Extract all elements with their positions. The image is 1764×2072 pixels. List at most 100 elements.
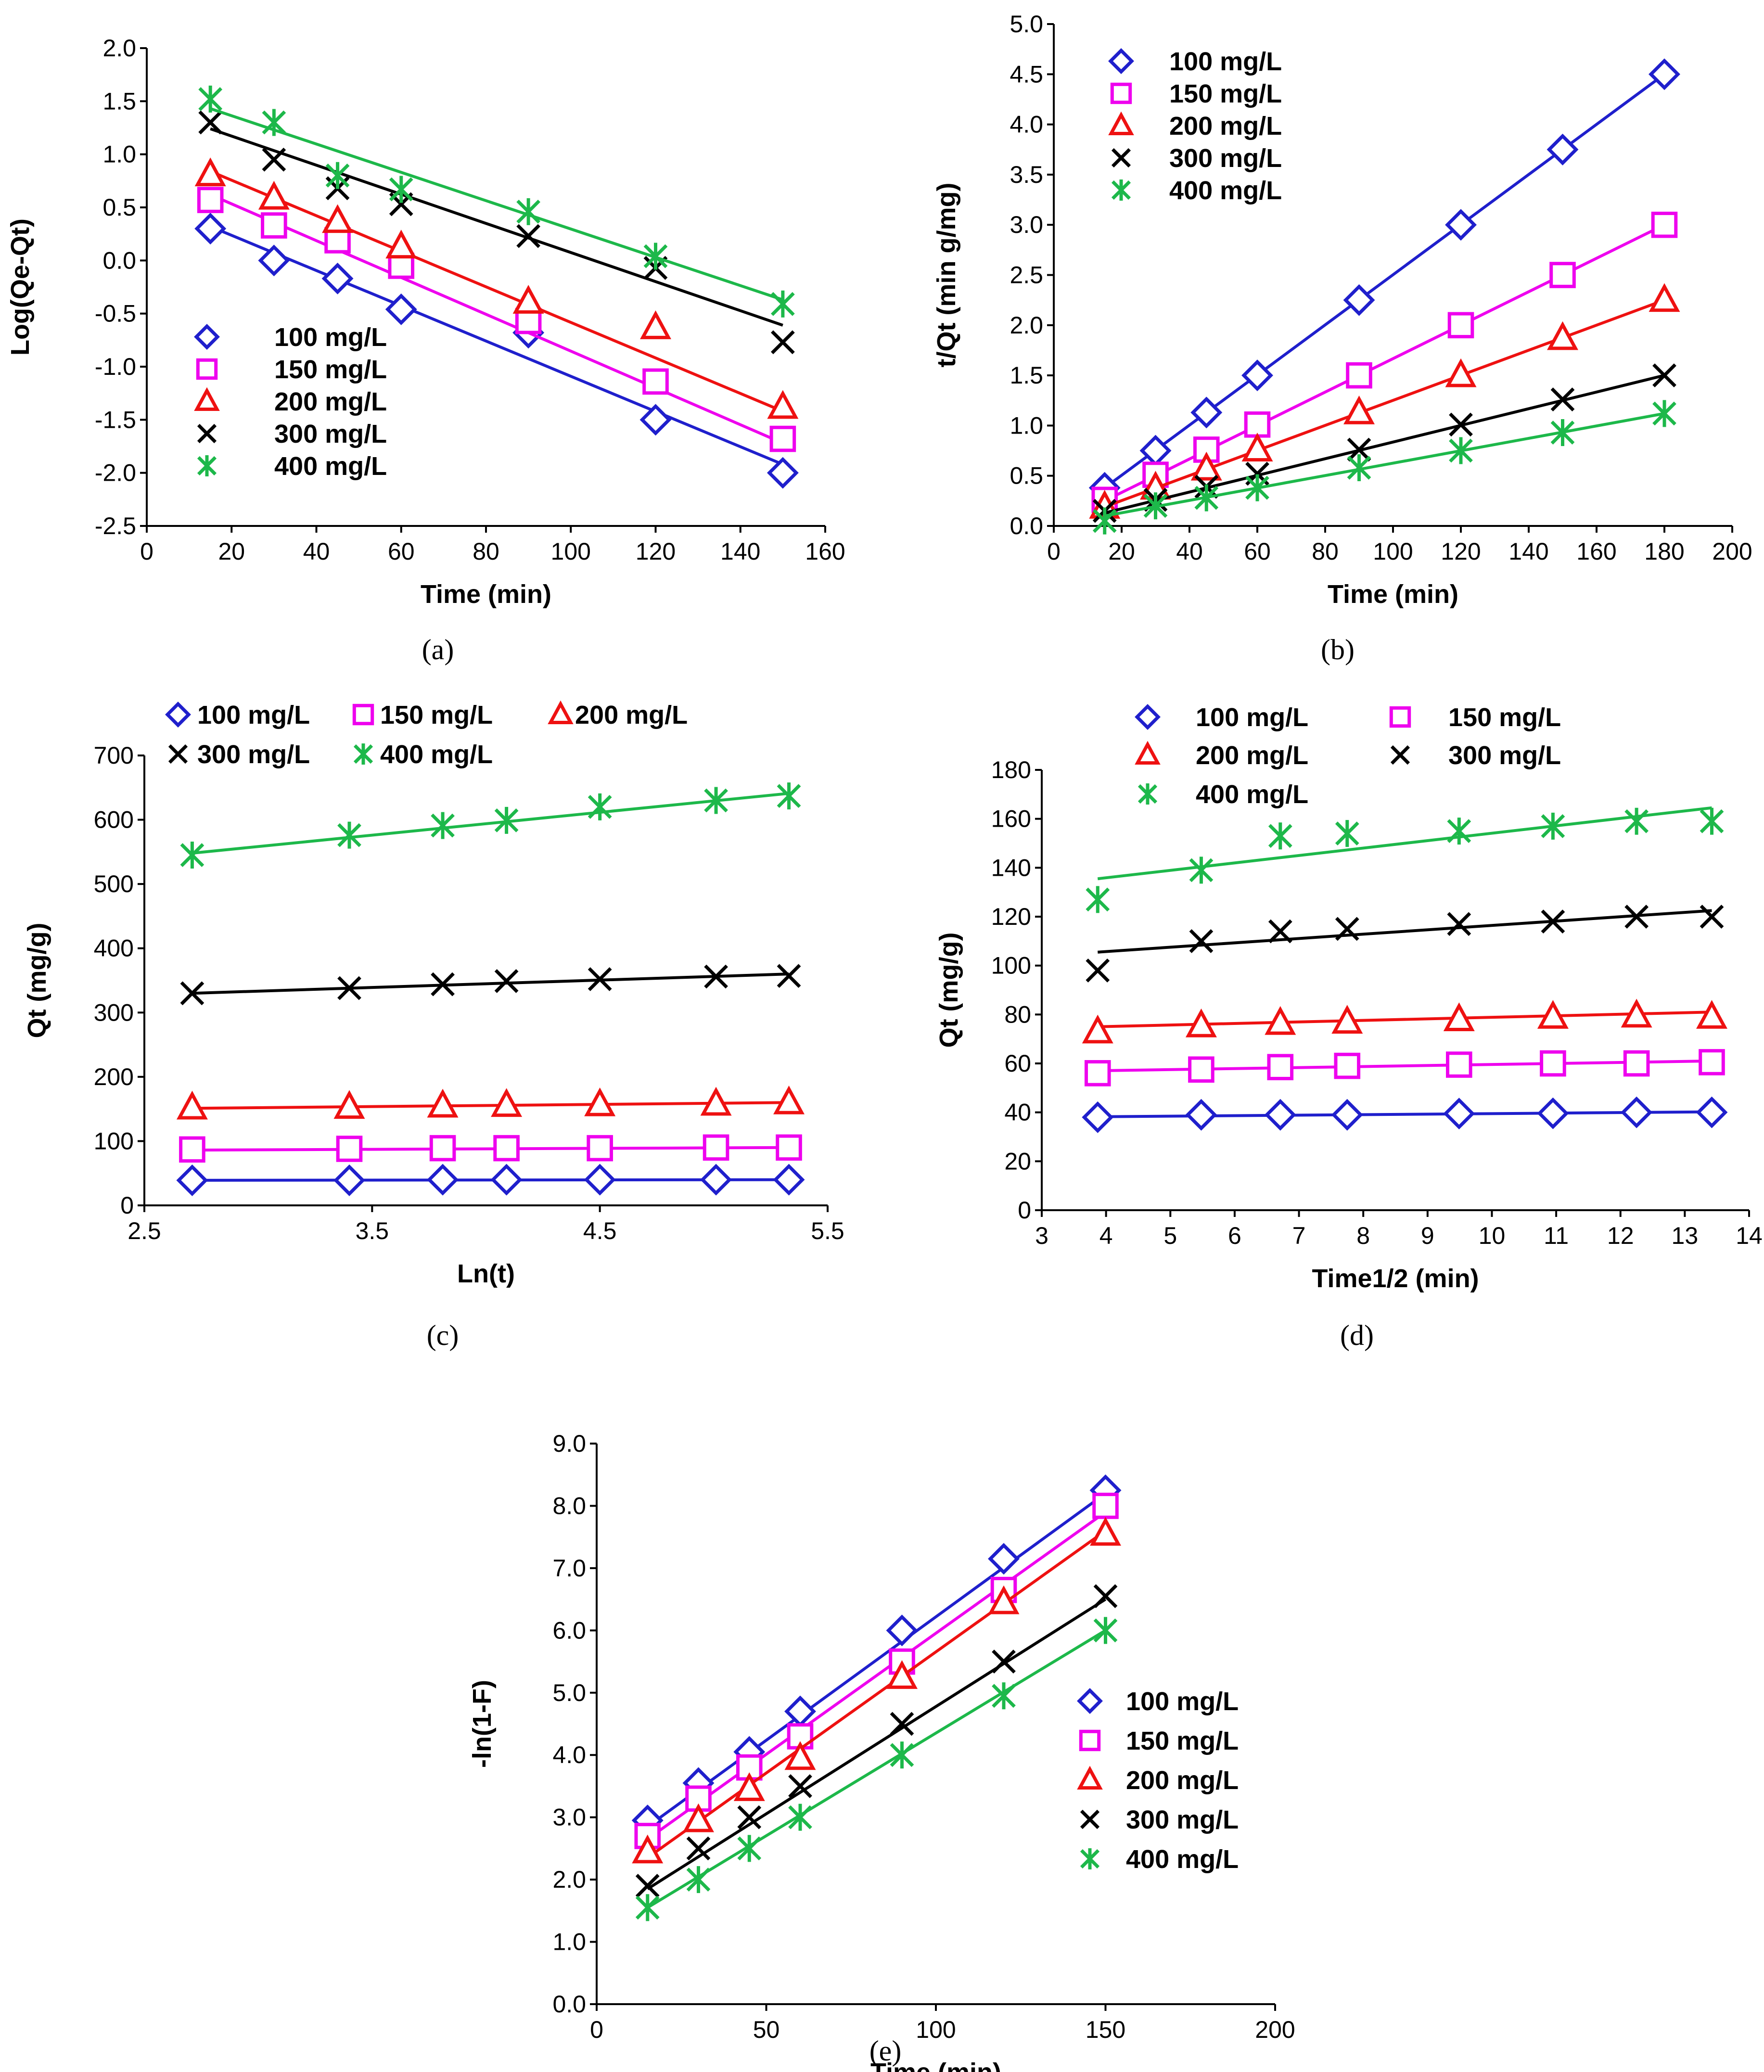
data-point [1445,358,1477,387]
data-point [1090,1517,1121,1546]
y-tick-label: -1.5 [95,406,136,433]
series-c-0 [176,1164,805,1196]
y-tick-label: 120 [991,903,1031,930]
data-point [1347,454,1371,482]
data-point [1537,1000,1569,1029]
data-point [180,842,205,869]
data-point [493,1135,520,1162]
fit-line [192,1101,789,1110]
data-point [1082,1014,1113,1044]
caption-d: (d) [1340,1319,1374,1351]
fit-line [647,1529,1107,1859]
fit-line [647,1510,1107,1841]
data-point [336,1136,363,1162]
y-tick-label: -0.5 [95,300,136,327]
data-point [431,812,455,839]
data-point [886,1614,918,1647]
data-point [886,1660,918,1689]
x-tick-label: 120 [636,538,676,565]
y-tick-label: 9.0 [552,1430,586,1457]
data-point [516,198,541,225]
legend-label: 200 mg/L [1126,1766,1239,1795]
data-point [1185,1099,1217,1131]
caption-e: (e) [869,2035,902,2067]
x-tick-label: 160 [1576,538,1616,565]
fit-line [1104,374,1665,514]
data-point [1143,492,1168,520]
series-d-2 [1082,998,1727,1044]
data-point [1190,396,1223,429]
legend-marker [352,703,374,726]
data-point [258,180,290,210]
data-point [1185,1008,1217,1037]
data-point [988,1585,1020,1614]
x-tick-label: 120 [1441,538,1481,565]
series-e-3 [635,1584,1118,1898]
y-axis-label-c: Qt (mg/g) [23,923,51,1038]
legend-label: 400 mg/L [1126,1845,1239,1874]
series-c-2 [176,1085,805,1120]
y-tick-label: 1.0 [102,141,136,168]
data-point [333,1164,365,1196]
data-point [587,1135,613,1162]
data-point [1547,133,1579,166]
y-tick-label: 60 [1004,1050,1031,1077]
data-point [584,1087,616,1116]
data-point [1092,1493,1119,1519]
y-tick-label: 1.5 [1010,362,1043,389]
y-tick-label: -2.0 [95,460,136,486]
data-point [1093,1617,1118,1644]
legend-label: 400 mg/L [380,740,493,769]
data-point [1541,909,1565,934]
legend-label: 400 mg/L [1169,176,1282,205]
data-point [1086,886,1110,913]
y-tick-label: 3.0 [552,1804,586,1831]
y-tick-label: 6.0 [552,1617,586,1644]
data-point [992,1650,1016,1674]
legend-label: 200 mg/L [575,701,688,729]
fit-line [192,792,789,855]
data-point [194,213,227,245]
x-tick-label: 150 [1086,2016,1125,2043]
data-point [1447,312,1474,339]
y-tick-label: 0.0 [552,1991,586,2018]
x-tick-label: 40 [303,538,330,565]
data-point [431,972,455,997]
caption-b: (b) [1321,634,1355,665]
data-point [1700,807,1724,835]
data-point [784,1741,816,1770]
legend-label: 400 mg/L [1196,780,1308,809]
data-point [427,1088,459,1118]
x-tick-label: 14 [1736,1222,1763,1249]
data-point [1624,807,1649,835]
legend-c: 100 mg/L 150 mg/L 200 mg/L 300 mg/L 400 mg/L [165,700,688,769]
data-point [1540,1050,1566,1077]
data-point [1550,387,1575,412]
chart-panel-b: 0.0 0.5 1.0 1.5 2.0 2.5 3.0 3.5 4.0 4.5 5.0 0 20 40 60… [932,11,1752,665]
y-tick-label: 5.0 [552,1679,586,1706]
data-point [1189,857,1214,884]
data-point [1446,1051,1472,1078]
data-point [773,1164,805,1196]
series-b-0 [1088,58,1680,504]
fit-line [647,1598,1107,1891]
fit-line [210,170,784,413]
data-point [1624,905,1649,929]
data-point [1335,917,1359,941]
y-tick-label: 2.0 [102,35,136,62]
series-d-1 [1084,1049,1725,1087]
y-tick-label: 20 [1004,1148,1031,1175]
legend-marker [548,700,574,724]
y-axis-label-d: Qt (mg/g) [934,933,963,1048]
x-axis-label-d: Time1/2 (min) [1312,1264,1479,1293]
data-point [704,787,728,814]
data-point [1194,484,1219,512]
data-point [194,157,226,187]
x-tick-label: 4 [1099,1222,1113,1249]
x-tick-label: 4.5 [583,1217,617,1244]
y-tick-label: 100 [94,1127,134,1154]
x-tick-label: 100 [551,538,591,565]
legend-marker [1080,1809,1100,1829]
x-tick-label: 60 [388,538,415,565]
data-point [325,162,350,189]
